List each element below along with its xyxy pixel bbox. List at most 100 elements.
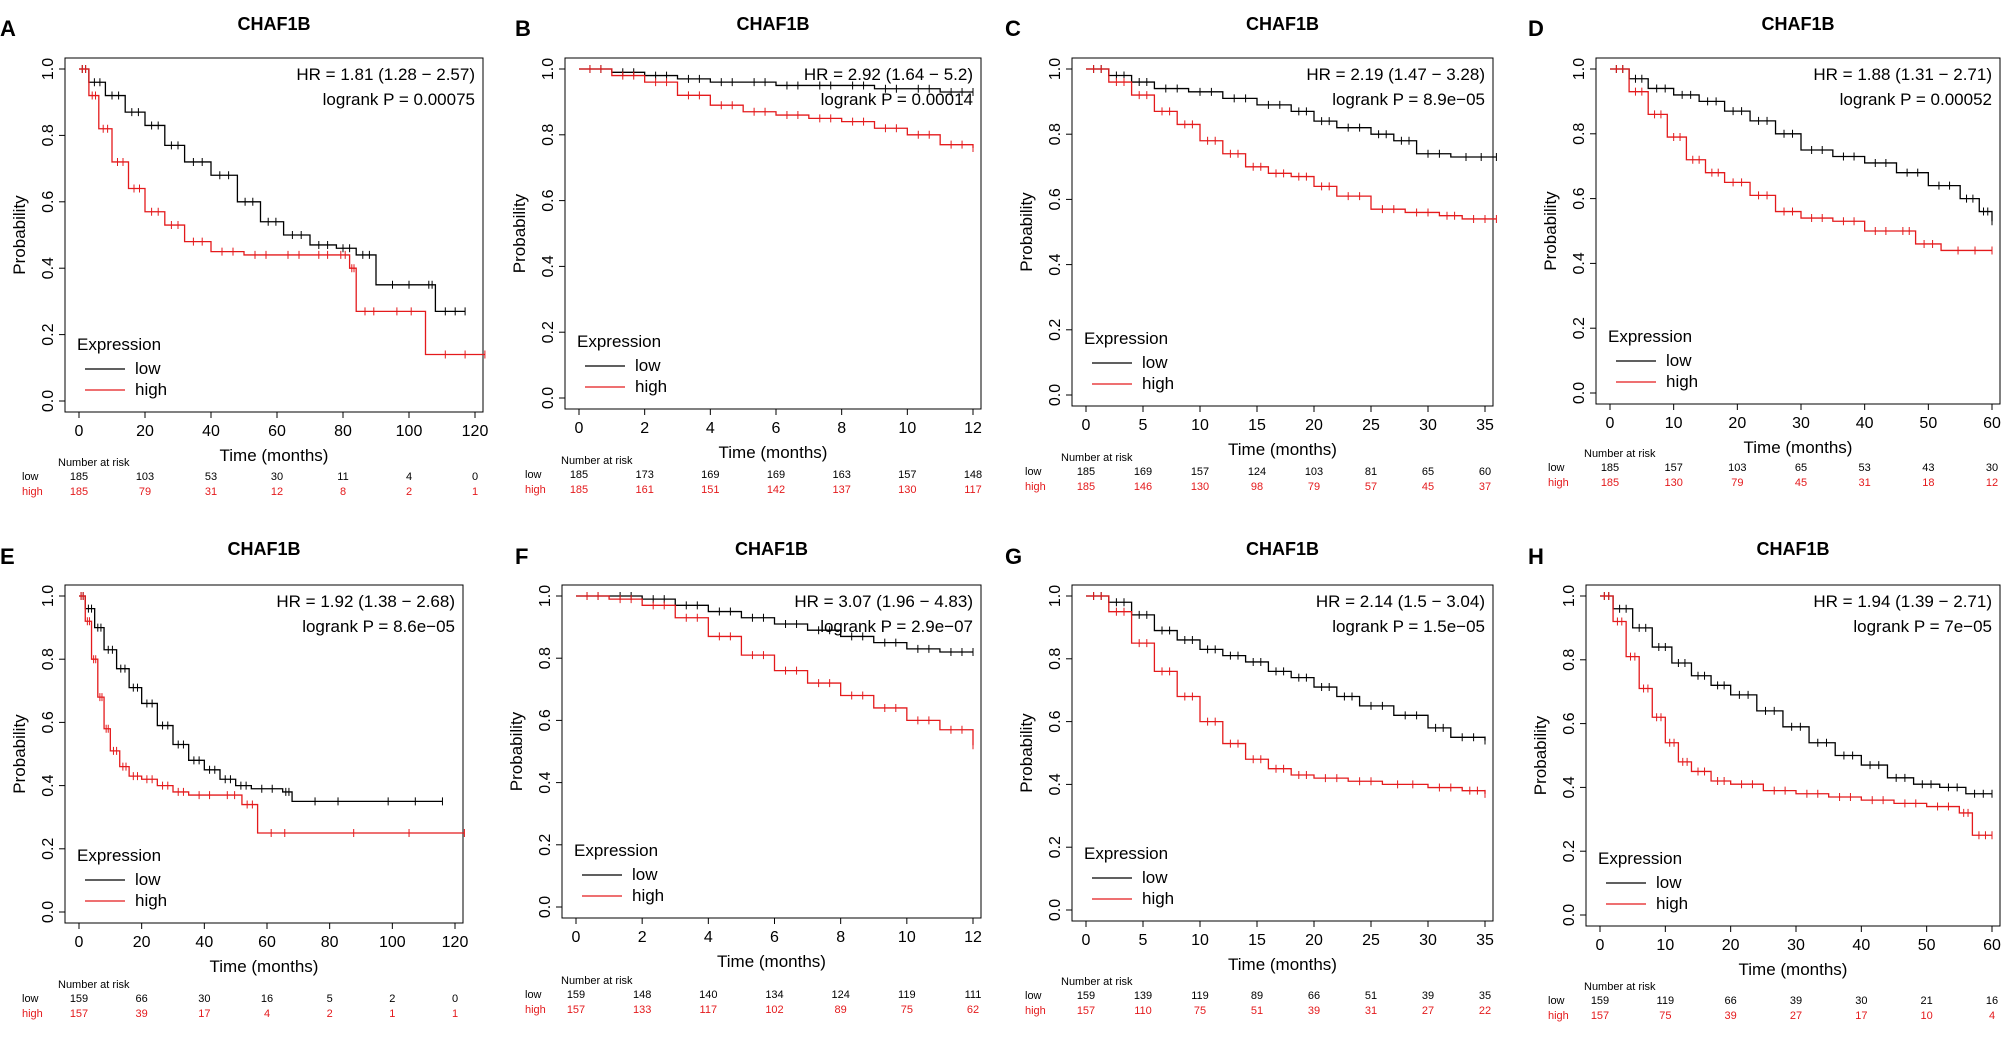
plot-frame (1071, 57, 1494, 407)
x-tick-label: 50 (1918, 937, 1936, 954)
risk-value-high: 22 (1479, 1005, 1491, 1017)
risk-value-high: 18 (1922, 477, 1934, 489)
x-tick-label: 35 (1476, 932, 1494, 949)
x-tick-label: 20 (133, 934, 151, 951)
x-tick-label: 30 (1787, 937, 1805, 954)
panel-title: CHAF1B (736, 14, 809, 34)
legend-label-high: high (135, 891, 167, 910)
y-axis-label: Probability (1017, 713, 1036, 793)
x-tick-label: 40 (195, 934, 213, 951)
panel-letter: E (0, 544, 15, 569)
risk-value-low: 39 (1422, 990, 1434, 1002)
risk-value-low: 134 (765, 989, 783, 1001)
panel-title: CHAF1B (1246, 14, 1319, 34)
plot-frame (64, 584, 464, 924)
km-curve-high (1086, 68, 1497, 220)
x-tick-label: 30 (1419, 417, 1437, 434)
y-tick-label: 0.6 (1561, 712, 1578, 734)
km-curve-low (1610, 68, 1993, 222)
y-tick-label: 1.0 (1571, 58, 1588, 80)
x-tick-label: 35 (1476, 417, 1494, 434)
risk-value-high: 110 (1134, 1005, 1152, 1017)
risk-row-label-low: low (22, 471, 39, 483)
x-axis-label: Time (months) (719, 443, 828, 462)
censor-marks-high (81, 65, 486, 359)
y-tick-label: 0.0 (1047, 899, 1064, 921)
y-tick-label: 0.4 (1561, 776, 1578, 798)
x-tick-label: 8 (836, 929, 845, 946)
legend-title: Expression (77, 335, 161, 354)
logrank-annotation: logrank P = 0.00052 (1840, 90, 1992, 109)
x-tick-label: 10 (898, 929, 916, 946)
risk-row-label-high: high (525, 1004, 546, 1016)
y-tick-label: 0.6 (540, 189, 557, 211)
panel-title: CHAF1B (227, 539, 300, 559)
y-axis-label: Probability (507, 711, 526, 791)
km-curve-high (79, 595, 465, 834)
plot-frame (561, 584, 982, 919)
x-tick-label: 10 (1191, 417, 1209, 434)
risk-value-low: 159 (1591, 995, 1609, 1007)
risk-value-high: 133 (633, 1004, 651, 1016)
y-tick-label: 1.0 (1047, 58, 1064, 80)
risk-value-high: 12 (1986, 477, 1998, 489)
risk-value-low: 89 (1251, 990, 1263, 1002)
risk-value-low: 2 (389, 993, 395, 1005)
risk-value-high: 130 (898, 484, 916, 496)
km-curve-high (1600, 595, 1992, 836)
risk-value-low: 66 (1308, 990, 1320, 1002)
y-tick-label: 1.0 (40, 58, 57, 80)
risk-value-low: 0 (452, 993, 458, 1005)
risk-row-label-low: low (1025, 990, 1042, 1002)
y-tick-label: 0.0 (40, 901, 57, 923)
x-axis-label: Time (months) (1744, 438, 1853, 457)
hr-annotation: HR = 3.07 (1.96 − 4.83) (794, 592, 973, 611)
risk-value-low: 169 (701, 469, 719, 481)
risk-value-low: 30 (198, 993, 210, 1005)
risk-value-high: 98 (1251, 481, 1263, 493)
risk-value-high: 89 (835, 1004, 847, 1016)
y-axis-label: Probability (10, 714, 29, 794)
legend-title: Expression (1084, 329, 1168, 348)
risk-value-high: 185 (70, 486, 88, 498)
risk-value-high: 4 (1989, 1010, 1995, 1022)
risk-value-high: 185 (570, 484, 588, 496)
y-tick-label: 1.0 (1561, 585, 1578, 607)
x-tick-label: 5 (1139, 417, 1148, 434)
panel-title: CHAF1B (735, 539, 808, 559)
risk-value-high: 17 (198, 1008, 210, 1020)
legend-label-high: high (635, 377, 667, 396)
risk-value-low: 124 (1248, 466, 1266, 478)
risk-value-low: 169 (1134, 466, 1152, 478)
risk-value-low: 103 (1305, 466, 1323, 478)
y-tick-label: 0.2 (1571, 317, 1588, 339)
risk-value-low: 185 (570, 469, 588, 481)
risk-row-label-high: high (1025, 481, 1046, 493)
legend-label-low: low (1666, 351, 1692, 370)
y-tick-label: 0.0 (537, 896, 554, 918)
risk-value-low: 81 (1365, 466, 1377, 478)
km-curve-high (579, 68, 974, 148)
risk-value-high: 62 (967, 1004, 979, 1016)
risk-value-low: 163 (832, 469, 850, 481)
risk-row-label-low: low (1025, 466, 1042, 478)
y-tick-label: 0.4 (40, 257, 57, 279)
risk-value-low: 111 (965, 989, 982, 1001)
hr-annotation: HR = 1.92 (1.38 − 2.68) (276, 592, 455, 611)
hr-annotation: HR = 2.92 (1.64 − 5.2) (804, 65, 973, 84)
risk-value-high: 185 (1601, 477, 1619, 489)
legend-label-low: low (135, 870, 161, 889)
y-tick-label: 0.4 (1571, 252, 1588, 274)
hr-annotation: HR = 1.81 (1.28 − 2.57) (296, 65, 475, 84)
risk-value-low: 148 (964, 469, 982, 481)
y-tick-label: 0.6 (1571, 187, 1588, 209)
risk-value-low: 159 (1077, 990, 1095, 1002)
risk-value-low: 124 (831, 989, 849, 1001)
x-axis-label: Time (months) (220, 446, 329, 465)
risk-value-high: 17 (1855, 1010, 1867, 1022)
y-tick-label: 0.4 (1047, 773, 1064, 795)
x-axis-label: Time (months) (717, 952, 826, 971)
risk-value-high: 142 (767, 484, 785, 496)
x-axis-label: Time (months) (210, 957, 319, 976)
hr-annotation: HR = 2.19 (1.47 − 3.28) (1306, 65, 1485, 84)
